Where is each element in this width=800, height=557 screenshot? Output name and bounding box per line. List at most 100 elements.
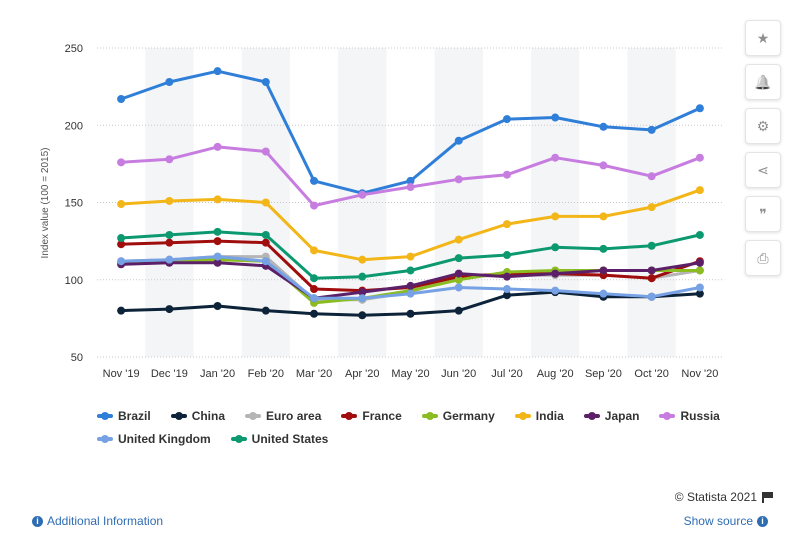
data-point[interactable] <box>358 272 367 281</box>
legend-item[interactable]: Japan <box>583 409 639 423</box>
data-point[interactable] <box>213 142 222 151</box>
data-point[interactable] <box>165 77 174 86</box>
data-point[interactable] <box>454 254 463 263</box>
data-point[interactable] <box>358 190 367 199</box>
data-point[interactable] <box>117 200 126 209</box>
data-point[interactable] <box>358 255 367 264</box>
data-point[interactable] <box>502 220 511 229</box>
share-button[interactable]: ⋖ <box>745 152 781 188</box>
data-point[interactable] <box>213 227 222 236</box>
data-point[interactable] <box>261 306 270 315</box>
data-point[interactable] <box>213 258 222 267</box>
data-point[interactable] <box>310 176 319 185</box>
data-point[interactable] <box>261 77 270 86</box>
print-button[interactable]: ⎙ <box>745 240 781 276</box>
statista-credit[interactable]: © Statista 2021 <box>675 490 773 504</box>
data-point[interactable] <box>358 294 367 303</box>
data-point[interactable] <box>599 266 608 275</box>
data-point[interactable] <box>261 198 270 207</box>
data-point[interactable] <box>647 125 656 134</box>
data-point[interactable] <box>406 176 415 185</box>
legend-item[interactable]: Brazil <box>97 409 151 423</box>
data-point[interactable] <box>454 275 463 284</box>
data-point[interactable] <box>502 272 511 281</box>
data-point[interactable] <box>454 136 463 145</box>
legend-item[interactable]: Russia <box>659 409 720 423</box>
data-point[interactable] <box>117 158 126 167</box>
data-point[interactable] <box>599 161 608 170</box>
data-point[interactable] <box>406 289 415 298</box>
data-point[interactable] <box>310 309 319 318</box>
data-point[interactable] <box>406 252 415 261</box>
data-point[interactable] <box>213 67 222 76</box>
data-point[interactable] <box>358 311 367 320</box>
legend-item[interactable]: United States <box>230 432 328 446</box>
data-point[interactable] <box>117 306 126 315</box>
data-point[interactable] <box>261 257 270 266</box>
data-point[interactable] <box>310 294 319 303</box>
data-point[interactable] <box>599 212 608 221</box>
data-point[interactable] <box>695 104 704 113</box>
data-point[interactable] <box>647 241 656 250</box>
data-point[interactable] <box>454 283 463 292</box>
data-point[interactable] <box>647 172 656 181</box>
data-point[interactable] <box>695 186 704 195</box>
data-point[interactable] <box>117 257 126 266</box>
legend-item[interactable]: India <box>514 409 564 423</box>
data-point[interactable] <box>551 113 560 122</box>
show-source-link[interactable]: Show source i <box>684 514 772 528</box>
data-point[interactable] <box>165 238 174 247</box>
data-point[interactable] <box>695 289 704 298</box>
data-point[interactable] <box>406 309 415 318</box>
data-point[interactable] <box>551 212 560 221</box>
legend-item[interactable]: China <box>170 409 225 423</box>
data-point[interactable] <box>454 269 463 278</box>
favorite-button[interactable]: ★ <box>745 20 781 56</box>
data-point[interactable] <box>551 243 560 252</box>
data-point[interactable] <box>117 234 126 243</box>
data-point[interactable] <box>551 153 560 162</box>
data-point[interactable] <box>406 281 415 290</box>
data-point[interactable] <box>502 251 511 260</box>
cite-button[interactable]: ❞ <box>745 196 781 232</box>
data-point[interactable] <box>261 147 270 156</box>
data-point[interactable] <box>261 238 270 247</box>
data-point[interactable] <box>406 183 415 192</box>
data-point[interactable] <box>261 230 270 239</box>
data-point[interactable] <box>551 269 560 278</box>
legend-item[interactable]: Germany <box>421 409 495 423</box>
legend-item[interactable]: France <box>341 409 402 423</box>
data-point[interactable] <box>310 246 319 255</box>
settings-button[interactable]: ⚙ <box>745 108 781 144</box>
data-point[interactable] <box>117 240 126 249</box>
data-point[interactable] <box>695 230 704 239</box>
data-point[interactable] <box>406 266 415 275</box>
data-point[interactable] <box>165 196 174 205</box>
data-point[interactable] <box>165 155 174 164</box>
data-point[interactable] <box>695 266 704 275</box>
data-point[interactable] <box>454 306 463 315</box>
data-point[interactable] <box>647 274 656 283</box>
data-point[interactable] <box>502 285 511 294</box>
legend-item[interactable]: Euro area <box>245 409 321 423</box>
data-point[interactable] <box>358 288 367 297</box>
data-point[interactable] <box>695 153 704 162</box>
data-point[interactable] <box>310 274 319 283</box>
data-point[interactable] <box>599 244 608 253</box>
data-point[interactable] <box>213 237 222 246</box>
data-point[interactable] <box>310 201 319 210</box>
data-point[interactable] <box>551 286 560 295</box>
additional-information-link[interactable]: i Additional Information <box>28 514 163 528</box>
data-point[interactable] <box>502 115 511 124</box>
data-point[interactable] <box>165 255 174 264</box>
data-point[interactable] <box>213 195 222 204</box>
data-point[interactable] <box>647 266 656 275</box>
data-point[interactable] <box>165 230 174 239</box>
data-point[interactable] <box>502 170 511 179</box>
data-point[interactable] <box>117 94 126 103</box>
data-point[interactable] <box>454 175 463 184</box>
data-point[interactable] <box>647 203 656 212</box>
data-point[interactable] <box>599 122 608 131</box>
data-point[interactable] <box>165 305 174 314</box>
data-point[interactable] <box>502 291 511 300</box>
